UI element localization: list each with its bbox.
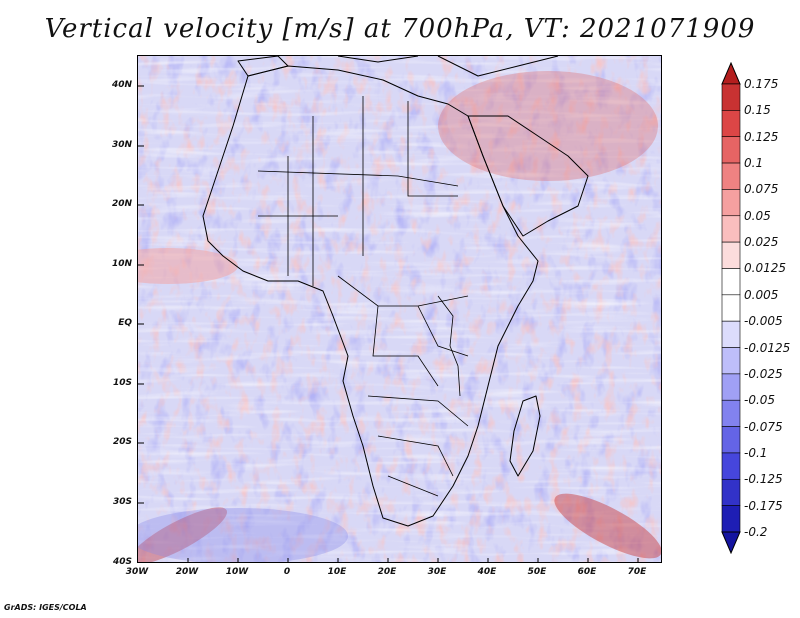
lat-label-20n: 20N xyxy=(111,199,132,209)
colorbar-level-label: 0.15 xyxy=(744,103,771,118)
lon-label-0: 0 xyxy=(283,567,291,577)
southern-frontal-band-east xyxy=(554,493,661,559)
colorbar-level-label: -0.1 xyxy=(744,445,768,460)
lon-label-10w: 10W xyxy=(225,567,249,577)
lon-label-60e: 60E xyxy=(577,567,597,577)
colorbar-level-label: -0.005 xyxy=(744,314,783,329)
lon-label-30e: 30E xyxy=(427,567,447,577)
colorbar-segment xyxy=(721,294,741,322)
europe-asia-coastline xyxy=(337,56,559,77)
colorbar-level-label: -0.2 xyxy=(744,525,768,539)
lon-label-40e: 40E xyxy=(477,567,497,577)
colorbar-segment xyxy=(721,215,741,243)
colorbar-level-label: 0.175 xyxy=(744,77,779,91)
vertical-velocity-map xyxy=(138,56,661,562)
colorbar-arrow-bottom xyxy=(721,531,741,554)
colorbar-level-label: -0.0125 xyxy=(744,340,791,355)
colorbar-level-label: 0.005 xyxy=(744,287,779,302)
colorbar-level-label: 0.125 xyxy=(744,129,779,144)
arabia-coastline xyxy=(467,115,589,237)
colorbar-arrow-top xyxy=(721,62,741,85)
colorbar-segment xyxy=(721,452,741,480)
colorbar-segment xyxy=(721,241,741,269)
colorbar-segment xyxy=(721,110,741,138)
lat-label-30s: 30S xyxy=(112,497,132,507)
lat-label-eq: EQ xyxy=(118,318,132,328)
lat-label-10s: 10S xyxy=(112,378,132,388)
colorbar xyxy=(721,62,741,554)
lon-label-50e: 50E xyxy=(527,567,547,577)
colorbar-level-label: -0.175 xyxy=(744,498,783,513)
map-plot-area[interactable] xyxy=(137,55,662,563)
colorbar-level-label: 0.075 xyxy=(744,182,779,197)
country-borders xyxy=(257,96,469,497)
colorbar-segment xyxy=(721,478,741,506)
lon-label-70e: 70E xyxy=(627,567,647,577)
axis-ticks xyxy=(138,85,639,562)
coastline-outlines xyxy=(202,56,589,527)
colorbar-level-label: 0.025 xyxy=(744,235,779,250)
lat-label-20s: 20S xyxy=(112,437,132,447)
lon-label-10e: 10E xyxy=(327,567,347,577)
colorbar-segment xyxy=(721,162,741,190)
lon-label-20e: 20E xyxy=(377,567,397,577)
colorbar-level-label: -0.025 xyxy=(744,366,783,381)
colorbar-segment xyxy=(721,83,741,111)
map-title: Vertical velocity [m/s] at 700hPa, VT: 2… xyxy=(44,14,756,44)
colorbar-level-label: 0.0125 xyxy=(744,261,786,276)
lat-label-10n: 10N xyxy=(111,259,132,269)
colorbar-segment xyxy=(721,399,741,427)
colorbar-segment xyxy=(721,189,741,217)
colorbar-level-label: -0.075 xyxy=(744,419,783,434)
southern-frontal-band-west xyxy=(138,507,228,562)
colorbar-segment xyxy=(721,347,741,375)
madagascar-coastline xyxy=(509,395,541,477)
colorbar-segment xyxy=(721,320,741,348)
colorbar-level-label: 0.1 xyxy=(744,156,764,171)
footer-credit: GrADS: IGES/COLA xyxy=(4,603,87,612)
lat-label-40n: 40N xyxy=(111,80,132,90)
itcz-ascent-band xyxy=(138,248,238,284)
colorbar-segment xyxy=(721,505,741,533)
lat-label-30n: 30N xyxy=(111,140,132,150)
colorbar-level-label: 0.05 xyxy=(744,208,771,223)
colorbar-level-label: -0.05 xyxy=(744,393,776,408)
middle-east-ascent-region xyxy=(438,71,658,181)
lon-label-20w: 20W xyxy=(175,567,199,577)
colorbar-segment xyxy=(721,136,741,164)
iberia-coastline xyxy=(237,56,289,77)
lat-label-40s: 40S xyxy=(112,557,132,567)
southern-subsidence-region xyxy=(138,508,348,562)
colorbar-segment xyxy=(721,268,741,296)
colorbar-segment xyxy=(721,373,741,401)
lon-label-30w: 30W xyxy=(125,567,149,577)
colorbar-level-label: -0.125 xyxy=(744,472,783,487)
field-white-streaks xyxy=(138,56,661,562)
colorbar-segment xyxy=(721,426,741,454)
